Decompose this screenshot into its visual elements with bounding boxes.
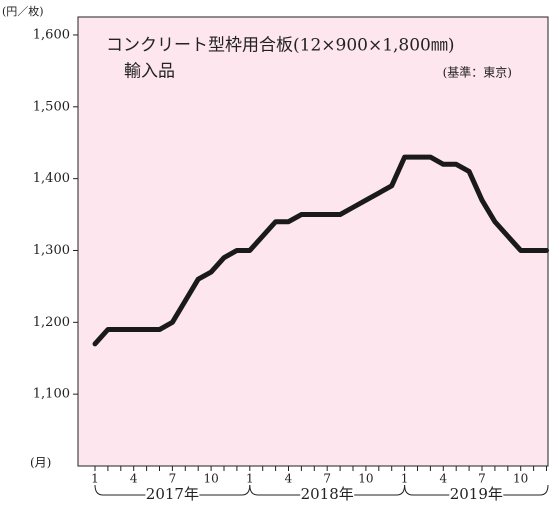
year-bracket xyxy=(404,484,549,496)
chart-title: コンクリート型枠用合板(12×900×1,800㎜) xyxy=(106,36,455,56)
x-tick-label: 10 xyxy=(203,472,218,486)
y-tick-label: 1,100 xyxy=(33,387,70,402)
x-tick-label: 4 xyxy=(130,472,138,486)
data-line xyxy=(92,154,549,347)
year-label: 2019年 xyxy=(450,485,503,503)
y-tick-label: 1,300 xyxy=(33,243,70,258)
y-tick-label: 1,500 xyxy=(33,99,70,114)
y-unit: (円／枚) xyxy=(2,4,44,18)
x-tick-label: 4 xyxy=(285,472,293,486)
plot-area xyxy=(77,16,549,467)
x-tick-label: 7 xyxy=(323,472,331,486)
x-tick-label: 10 xyxy=(513,472,528,486)
x-tick-label: 7 xyxy=(478,472,486,486)
chart-subtitle: 輸入品 xyxy=(124,62,175,82)
y-tick-label: 1,200 xyxy=(33,315,70,330)
x-unit: (月) xyxy=(30,456,51,470)
y-tick-label: 1,600 xyxy=(33,27,70,42)
x-tick-label: 10 xyxy=(358,472,373,486)
annotation: (基準：東京) xyxy=(443,65,512,80)
x-tick-label: 1 xyxy=(246,472,254,486)
x-tick-label: 1 xyxy=(401,472,409,486)
x-tick-label: 7 xyxy=(169,472,177,486)
y-tick-label: 1,400 xyxy=(33,171,70,186)
x-tick-label: 4 xyxy=(439,472,447,486)
year-label: 2018年 xyxy=(301,485,354,503)
x-tick-label: 1 xyxy=(91,472,99,486)
year-label: 2017年 xyxy=(146,485,199,503)
